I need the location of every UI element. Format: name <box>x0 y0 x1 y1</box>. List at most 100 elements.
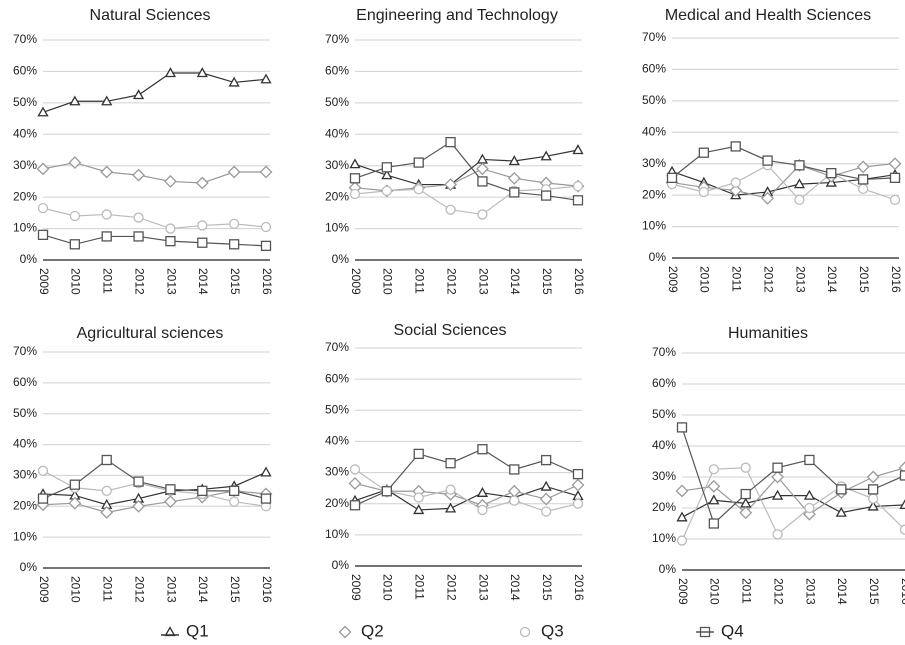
panel-title: Agricultural sciences <box>77 325 224 342</box>
y-tick-label: 10% <box>652 531 676 545</box>
marker <box>195 176 209 190</box>
marker <box>101 485 112 497</box>
x-tick-label: 2013 <box>803 578 817 605</box>
marker <box>381 185 393 197</box>
marker <box>37 493 49 504</box>
y-tick-label: 0% <box>649 250 667 264</box>
y-tick-label: 60% <box>642 62 666 76</box>
legend-label: Q3 <box>541 621 564 640</box>
x-tick-label: 2010 <box>381 574 395 601</box>
marker <box>133 212 144 223</box>
y-tick-label: 30% <box>13 468 37 482</box>
y-tick-label: 20% <box>13 498 37 512</box>
marker <box>349 500 361 511</box>
y-tick-label: 0% <box>20 252 38 266</box>
y-tick-label: 10% <box>13 221 37 235</box>
marker <box>349 464 361 475</box>
y-tick-label: 40% <box>652 438 676 452</box>
marker <box>794 160 805 171</box>
marker <box>445 458 456 469</box>
x-tick-label: 2009 <box>37 268 51 295</box>
legend-label: Q2 <box>361 621 384 640</box>
marker <box>730 141 741 152</box>
marker <box>197 237 208 248</box>
x-tick-label: 2012 <box>444 268 458 295</box>
marker <box>164 67 177 78</box>
marker <box>509 495 520 506</box>
y-tick-label: 0% <box>332 558 350 572</box>
marker <box>540 190 552 201</box>
x-tick-label: 2010 <box>69 576 83 603</box>
marker <box>259 165 273 179</box>
marker <box>572 498 584 509</box>
marker <box>477 209 488 220</box>
marker <box>889 172 901 184</box>
series-line <box>42 207 267 230</box>
x-tick-label: 2016 <box>572 574 586 601</box>
y-tick-label: 60% <box>13 64 37 78</box>
y-tick-label: 40% <box>642 124 666 138</box>
marker <box>132 89 145 100</box>
marker <box>69 479 81 490</box>
marker <box>707 479 721 493</box>
marker <box>444 178 457 191</box>
marker <box>804 502 815 514</box>
x-tick-label: 2016 <box>260 576 274 603</box>
y-tick-label: 60% <box>13 375 37 389</box>
marker <box>676 422 688 433</box>
marker <box>857 174 869 185</box>
marker <box>540 506 552 517</box>
marker <box>867 484 879 495</box>
marker <box>507 484 521 498</box>
marker <box>507 171 521 185</box>
panel-title: Medical and Health Sciences <box>665 7 871 24</box>
marker <box>349 188 361 200</box>
y-tick-label: 50% <box>642 93 666 107</box>
x-tick-label: 2011 <box>101 576 115 602</box>
x-tick-label: 2016 <box>260 268 274 295</box>
marker <box>196 67 208 78</box>
marker <box>708 518 720 529</box>
marker <box>101 209 112 220</box>
marker <box>445 204 456 215</box>
marker <box>101 95 113 106</box>
y-tick-label: 20% <box>325 496 349 510</box>
y-tick-label: 70% <box>13 32 37 46</box>
x-tick-label: 2015 <box>540 574 554 601</box>
x-tick-label: 2011 <box>413 574 427 600</box>
marker <box>676 535 688 546</box>
x-tick-label: 2011 <box>740 578 754 604</box>
x-tick-label: 2014 <box>825 266 839 293</box>
y-tick-label: 30% <box>652 469 676 483</box>
y-tick-label: 20% <box>652 500 676 514</box>
marker <box>228 485 240 497</box>
x-tick-label: 2009 <box>666 266 680 293</box>
marker <box>260 493 272 504</box>
marker <box>477 176 488 187</box>
marker <box>133 231 144 242</box>
x-tick-label: 2016 <box>899 578 905 605</box>
marker <box>100 165 114 179</box>
series-line <box>42 161 266 184</box>
x-tick-label: 2012 <box>132 268 146 295</box>
series-line <box>42 471 267 506</box>
marker <box>476 162 489 176</box>
marker <box>540 150 552 161</box>
marker <box>888 157 902 171</box>
marker <box>68 496 82 510</box>
marker <box>899 470 905 481</box>
marker <box>37 465 49 476</box>
y-tick-label: 50% <box>325 402 349 416</box>
x-tick-label: 2010 <box>381 268 395 295</box>
series-line <box>354 448 579 506</box>
marker <box>836 484 847 495</box>
y-tick-label: 70% <box>652 345 676 359</box>
y-tick-label: 50% <box>13 95 37 109</box>
x-tick-label: 2013 <box>164 268 178 295</box>
y-tick-label: 70% <box>325 32 349 46</box>
series-line <box>681 467 905 515</box>
y-tick-label: 0% <box>20 560 38 574</box>
marker <box>857 183 869 195</box>
marker <box>349 158 361 169</box>
